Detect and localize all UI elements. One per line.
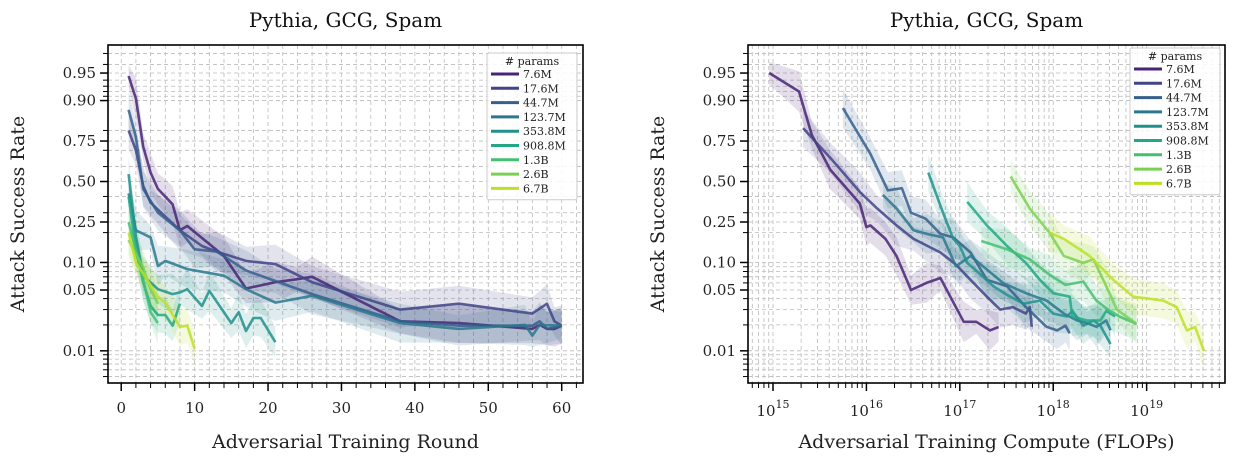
x-tick-label: 1018 bbox=[1037, 398, 1070, 420]
legend-label: 6.7B bbox=[1166, 177, 1192, 190]
legend-label: 7.6M bbox=[1166, 63, 1195, 76]
legend-label: 123.7M bbox=[1166, 106, 1209, 119]
chart-1: 0 10 20 30 40 50 60 0.95 0.90 0.75 0.50 0.25 0.10 0.0… bbox=[7, 8, 584, 453]
legend-label: 908.8M bbox=[1166, 135, 1209, 148]
y-axis-label: Attack Success Rate bbox=[647, 116, 669, 313]
legend-label: 1.3B bbox=[1166, 149, 1192, 162]
x-tick-label-exponent: 18 bbox=[1056, 398, 1070, 411]
series-line-353.8M bbox=[927, 172, 1112, 345]
confidence-band-353.8M bbox=[928, 154, 1111, 358]
confidence-band-6.7B bbox=[128, 212, 195, 366]
legend-label: 908.8M bbox=[523, 140, 566, 153]
x-tick-label-base: 10 bbox=[1130, 402, 1149, 420]
x-tick-label: 60 bbox=[552, 399, 571, 417]
confidence-band-908.8M bbox=[128, 176, 180, 342]
y-tick-label: 0.95 bbox=[63, 64, 96, 82]
x-tick-label-base: 10 bbox=[756, 402, 775, 420]
y-tick-label: 0.90 bbox=[63, 92, 96, 110]
legend-title: # params bbox=[1148, 50, 1203, 63]
y-tick-label: 0.05 bbox=[703, 281, 736, 299]
legend-label: 2.6B bbox=[1166, 163, 1192, 176]
x-axis-label: Adversarial Training Round bbox=[211, 431, 479, 453]
x-tick-label-base: 10 bbox=[943, 402, 962, 420]
series-line-2.6B bbox=[1009, 175, 1138, 325]
confidence-band-123.7M bbox=[882, 182, 1111, 350]
y-tick-label: 0.50 bbox=[63, 173, 96, 191]
legend-label: 17.6M bbox=[1166, 77, 1202, 90]
legend-label: 2.6B bbox=[523, 168, 549, 181]
chart-title: Pythia, GCG, Spam bbox=[890, 8, 1083, 32]
chart-title: Pythia, GCG, Spam bbox=[249, 8, 442, 32]
x-tick-label: 20 bbox=[258, 399, 277, 417]
x-tick-label-exponent: 17 bbox=[962, 398, 976, 411]
y-tick-label: 0.05 bbox=[63, 281, 96, 299]
legend-label: 6.7B bbox=[523, 182, 549, 195]
series-line-1.3B bbox=[980, 239, 1138, 325]
x-tick-label: 1016 bbox=[850, 398, 883, 420]
confidence-band-2.6B bbox=[1010, 159, 1137, 344]
x-tick-label: 1019 bbox=[1130, 398, 1163, 420]
y-tick-label: 0.10 bbox=[63, 253, 96, 271]
confidence-band-353.8M bbox=[128, 156, 276, 358]
series-line-1.3B bbox=[127, 221, 159, 324]
x-tick-label-exponent: 19 bbox=[1149, 398, 1163, 411]
legend-label: 123.7M bbox=[523, 111, 566, 124]
series-line-123.7M bbox=[127, 193, 562, 338]
y-tick-label: 0.50 bbox=[703, 173, 736, 191]
legend-title: # params bbox=[505, 55, 560, 68]
y-tick-label: 0.01 bbox=[703, 342, 736, 360]
series-line-7.6M bbox=[768, 71, 1000, 332]
axes-frame bbox=[107, 44, 584, 384]
x-tick-label-base: 10 bbox=[1037, 402, 1056, 420]
confidence-band-44.7M bbox=[842, 88, 1070, 351]
confidence-band-44.7M bbox=[128, 90, 562, 346]
series-line-6.7B bbox=[127, 232, 196, 350]
legend-label: 353.8M bbox=[523, 125, 566, 138]
confidence-band-17.6M bbox=[128, 111, 562, 346]
y-tick-label: 0.01 bbox=[63, 342, 96, 360]
series-line-44.7M bbox=[127, 109, 562, 331]
x-tick-label-base: 10 bbox=[850, 402, 869, 420]
x-tick-label-exponent: 16 bbox=[869, 398, 883, 411]
legend-label: 44.7M bbox=[523, 97, 559, 110]
y-tick-label: 0.25 bbox=[703, 213, 736, 231]
legend-label: 1.3B bbox=[523, 154, 549, 167]
x-tick-label: 10 bbox=[185, 399, 204, 417]
x-tick-label-exponent: 15 bbox=[776, 398, 790, 411]
series-line-44.7M bbox=[841, 107, 1071, 334]
y-tick-label: 0.75 bbox=[63, 132, 96, 150]
y-tick-label: 0.25 bbox=[63, 213, 96, 231]
y-tick-label: 0.75 bbox=[703, 132, 736, 150]
confidence-band-123.7M bbox=[128, 181, 562, 348]
series-line-123.7M bbox=[881, 193, 1112, 331]
axes-frame bbox=[747, 44, 1226, 384]
series-line-908.8M bbox=[966, 200, 1116, 322]
legend-label: 7.6M bbox=[523, 68, 552, 81]
x-axis-label: Adversarial Training Compute (FLOPs) bbox=[797, 431, 1174, 453]
x-tick-label: 50 bbox=[479, 399, 498, 417]
x-tick-label: 30 bbox=[332, 399, 351, 417]
y-axis-label: Attack Success Rate bbox=[7, 116, 29, 313]
legend-label: 17.6M bbox=[523, 82, 559, 95]
chart-2: 1015 1016 1017 1018 10190.950.900.750.500.25… bbox=[647, 8, 1226, 453]
x-tick-label: 1017 bbox=[943, 398, 976, 420]
y-tick-label: 0.95 bbox=[703, 64, 736, 82]
x-tick-label: 40 bbox=[405, 399, 424, 417]
series-line-6.7B bbox=[1048, 231, 1206, 352]
x-tick-label: 1015 bbox=[756, 398, 789, 420]
legend-label: 353.8M bbox=[1166, 120, 1209, 133]
x-tick-label: 0 bbox=[116, 399, 126, 417]
y-tick-label: 0.10 bbox=[703, 253, 736, 271]
legend-label: 44.7M bbox=[1166, 92, 1202, 105]
y-tick-label: 0.90 bbox=[703, 92, 736, 110]
confidence-band-908.8M bbox=[967, 181, 1116, 341]
